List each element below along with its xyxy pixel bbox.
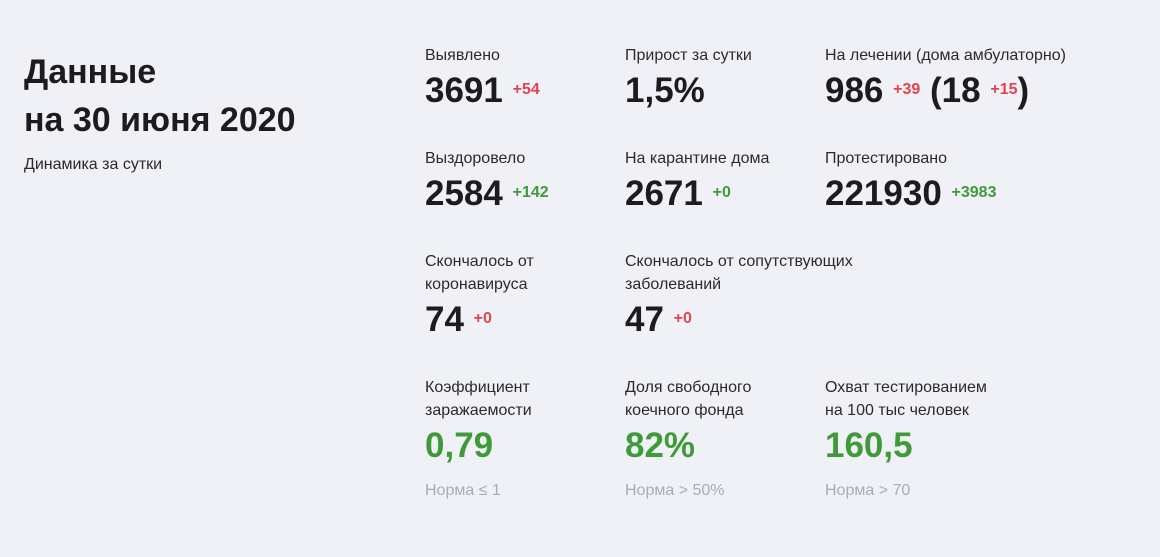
stat-label: На лечении (дома амбулаторно)	[825, 47, 1066, 64]
stat-value-line: 986 +39 (18 +15)	[825, 71, 1145, 113]
stat-label: Скончалось от сопутствующих заболеваний	[625, 253, 853, 293]
header-block: Данные на 30 июня 2020 Динамика за сутки	[24, 48, 384, 174]
stat-test-coverage: Охват тестированием на 100 тыс человек 1…	[825, 376, 1115, 500]
stat-delta: +0	[473, 309, 492, 327]
stat-home-delta: +15	[990, 80, 1018, 98]
stat-value: 82%	[625, 426, 696, 465]
stat-value: 221930	[825, 174, 942, 213]
page-title-line2: на 30 июня 2020	[24, 101, 296, 139]
stat-value: 3691	[425, 71, 503, 110]
close-paren: )	[1017, 71, 1030, 110]
stat-value-line: 3691 +54	[425, 71, 715, 113]
stat-recovered: Выздоровело 2584 +142	[425, 147, 715, 216]
stat-value-line: 2671 +0	[625, 174, 915, 216]
stat-quarantine: На карантине дома 2671 +0	[625, 147, 915, 216]
stat-tested: Протестировано 221930 +3983	[825, 147, 1115, 216]
stat-value: 74	[425, 300, 464, 339]
stat-norm: Норма > 70	[825, 482, 911, 499]
stat-label: Доля свободного коечного фонда	[625, 379, 752, 419]
stat-value-line: 74 +0	[425, 300, 715, 342]
stat-delta: +142	[512, 183, 549, 201]
page-title-line1: Данные	[24, 53, 157, 91]
stat-value-line: 221930 +3983	[825, 174, 1115, 216]
stat-home-value: 18	[941, 71, 981, 110]
stat-value-line: 2584 +142	[425, 174, 715, 216]
stat-label: Выздоровело	[425, 150, 526, 167]
stat-value: 47	[625, 300, 664, 339]
page-subtitle: Динамика за сутки	[24, 156, 163, 173]
stat-label: На карантине дома	[625, 150, 770, 167]
stat-died-covid: Скончалось от коронавируса 74 +0	[425, 250, 715, 342]
stat-norm: Норма > 50%	[625, 482, 725, 499]
open-paren: (	[930, 71, 942, 110]
stat-label: Скончалось от коронавируса	[425, 253, 534, 293]
stat-value: 160,5	[825, 426, 913, 465]
stat-value-line: 47 +0	[625, 300, 915, 342]
stat-growth: Прирост за сутки 1,5%	[625, 44, 915, 111]
stat-delta: +0	[712, 183, 731, 201]
stat-label: Протестировано	[825, 150, 948, 167]
stat-value: 2584	[425, 174, 503, 213]
stat-treatment: На лечении (дома амбулаторно) 986 +39 (1…	[825, 44, 1145, 113]
stat-label: Выявлено	[425, 47, 500, 64]
stat-infection-rate: Коэффициент заражаемости 0,79 Норма ≤ 1	[425, 376, 715, 500]
stat-label: Коэффициент заражаемости	[425, 379, 532, 419]
stat-label: Прирост за сутки	[625, 47, 752, 64]
stat-value: 1,5%	[625, 71, 705, 110]
page-title: Данные на 30 июня 2020	[24, 48, 384, 144]
stat-norm: Норма ≤ 1	[425, 482, 501, 499]
stat-delta: +54	[512, 80, 540, 98]
stat-delta: +3983	[951, 183, 997, 201]
stat-label: Охват тестированием на 100 тыс человек	[825, 379, 987, 419]
stat-value: 986	[825, 71, 884, 110]
stat-bed-share: Доля свободного коечного фонда 82% Норма…	[625, 376, 915, 500]
stat-value: 2671	[625, 174, 703, 213]
stat-died-other: Скончалось от сопутствующих заболеваний …	[625, 250, 915, 342]
stat-value: 0,79	[425, 426, 494, 465]
stat-detected: Выявлено 3691 +54	[425, 44, 715, 113]
stat-delta: +39	[893, 80, 921, 98]
stat-delta: +0	[673, 309, 692, 327]
stat-value-line: 1,5%	[625, 71, 915, 111]
